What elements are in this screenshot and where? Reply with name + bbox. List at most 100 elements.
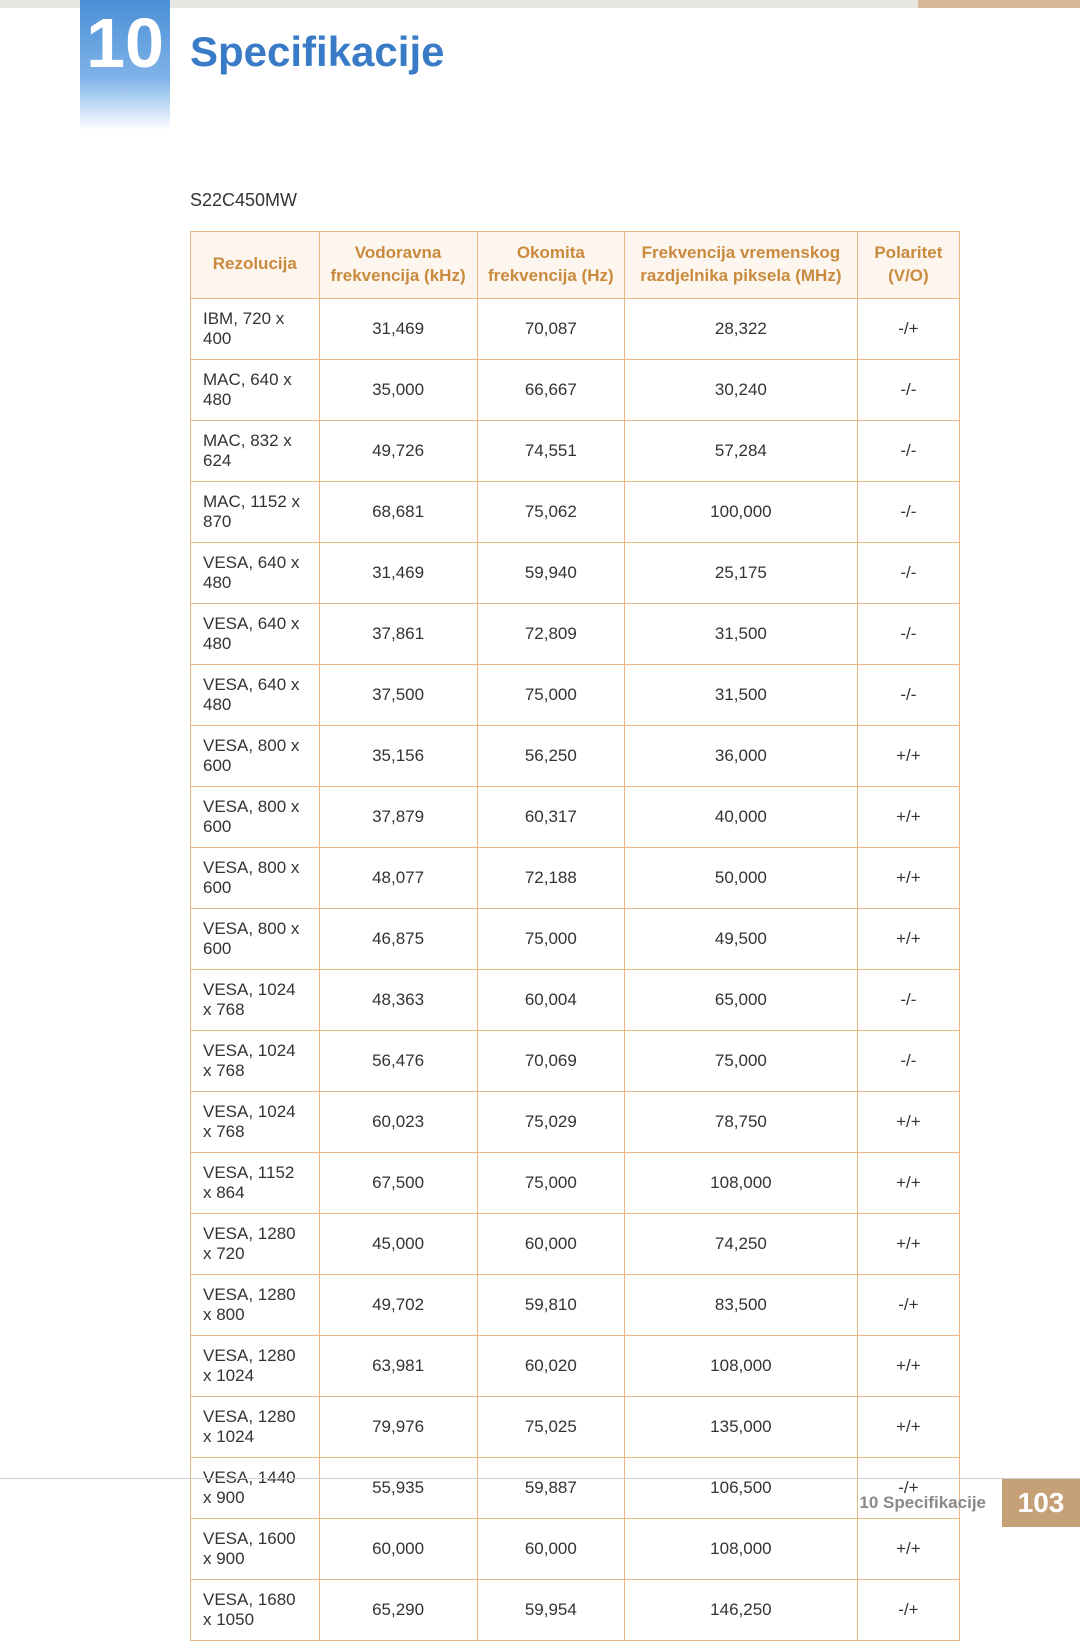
table-cell: 60,020 bbox=[477, 1335, 624, 1396]
table-cell: 37,879 bbox=[319, 786, 477, 847]
table-cell: 60,000 bbox=[319, 1518, 477, 1579]
table-cell: VESA, 640 x 480 bbox=[191, 603, 320, 664]
table-cell: 75,000 bbox=[477, 664, 624, 725]
table-cell: VESA, 800 x 600 bbox=[191, 786, 320, 847]
chapter-number: 10 bbox=[86, 8, 164, 78]
col-resolution: Rezolucija bbox=[191, 232, 320, 299]
table-cell: 59,810 bbox=[477, 1274, 624, 1335]
table-row: VESA, 1280 x 102479,97675,025135,000+/+ bbox=[191, 1396, 960, 1457]
table-row: VESA, 1024 x 76856,47670,06975,000-/- bbox=[191, 1030, 960, 1091]
table-cell: +/+ bbox=[857, 1518, 959, 1579]
table-cell: -/+ bbox=[857, 298, 959, 359]
table-cell: +/+ bbox=[857, 847, 959, 908]
table-cell: 108,000 bbox=[625, 1152, 858, 1213]
table-cell: -/- bbox=[857, 603, 959, 664]
table-cell: 66,667 bbox=[477, 359, 624, 420]
table-cell: +/+ bbox=[857, 786, 959, 847]
table-cell: 56,250 bbox=[477, 725, 624, 786]
table-cell: -/- bbox=[857, 664, 959, 725]
table-cell: +/+ bbox=[857, 725, 959, 786]
table-row: VESA, 800 x 60048,07772,18850,000+/+ bbox=[191, 847, 960, 908]
table-cell: VESA, 800 x 600 bbox=[191, 847, 320, 908]
table-cell: +/+ bbox=[857, 1335, 959, 1396]
table-cell: VESA, 1280 x 1024 bbox=[191, 1396, 320, 1457]
table-cell: -/- bbox=[857, 542, 959, 603]
table-cell: 67,500 bbox=[319, 1152, 477, 1213]
table-row: MAC, 1152 x 87068,68175,062100,000-/- bbox=[191, 481, 960, 542]
table-cell: 63,981 bbox=[319, 1335, 477, 1396]
content-area: S22C450MW Rezolucija Vodoravna frekvenci… bbox=[190, 190, 960, 1641]
table-cell: 60,000 bbox=[477, 1518, 624, 1579]
table-cell: MAC, 1152 x 870 bbox=[191, 481, 320, 542]
table-cell: -/- bbox=[857, 481, 959, 542]
table-cell: 37,500 bbox=[319, 664, 477, 725]
table-cell: 31,469 bbox=[319, 542, 477, 603]
table-cell: 72,809 bbox=[477, 603, 624, 664]
table-cell: 45,000 bbox=[319, 1213, 477, 1274]
table-cell: 28,322 bbox=[625, 298, 858, 359]
table-cell: 70,069 bbox=[477, 1030, 624, 1091]
table-cell: 37,861 bbox=[319, 603, 477, 664]
table-row: VESA, 800 x 60046,87575,00049,500+/+ bbox=[191, 908, 960, 969]
table-cell: 57,284 bbox=[625, 420, 858, 481]
table-row: VESA, 800 x 60037,87960,31740,000+/+ bbox=[191, 786, 960, 847]
footer-title: 10 Specifikacije bbox=[0, 1479, 1002, 1527]
table-cell: 108,000 bbox=[625, 1518, 858, 1579]
table-cell: 35,000 bbox=[319, 359, 477, 420]
table-cell: 31,469 bbox=[319, 298, 477, 359]
table-row: VESA, 1600 x 90060,00060,000108,000+/+ bbox=[191, 1518, 960, 1579]
table-cell: VESA, 800 x 600 bbox=[191, 725, 320, 786]
table-cell: 50,000 bbox=[625, 847, 858, 908]
table-cell: VESA, 1600 x 900 bbox=[191, 1518, 320, 1579]
spec-table: Rezolucija Vodoravna frekvencija (kHz) O… bbox=[190, 231, 960, 1641]
table-cell: 49,500 bbox=[625, 908, 858, 969]
table-cell: 25,175 bbox=[625, 542, 858, 603]
table-cell: 68,681 bbox=[319, 481, 477, 542]
table-cell: 74,250 bbox=[625, 1213, 858, 1274]
table-cell: VESA, 1280 x 1024 bbox=[191, 1335, 320, 1396]
table-cell: 75,000 bbox=[477, 1152, 624, 1213]
table-cell: 46,875 bbox=[319, 908, 477, 969]
table-cell: 31,500 bbox=[625, 664, 858, 725]
chapter-badge: 10 bbox=[80, 0, 170, 130]
table-cell: -/- bbox=[857, 420, 959, 481]
table-cell: VESA, 800 x 600 bbox=[191, 908, 320, 969]
col-polarity: Polaritet (V/O) bbox=[857, 232, 959, 299]
table-row: VESA, 1280 x 72045,00060,00074,250+/+ bbox=[191, 1213, 960, 1274]
table-row: MAC, 640 x 48035,00066,66730,240-/- bbox=[191, 359, 960, 420]
table-cell: 49,702 bbox=[319, 1274, 477, 1335]
table-cell: +/+ bbox=[857, 1152, 959, 1213]
table-cell: 78,750 bbox=[625, 1091, 858, 1152]
table-cell: 75,025 bbox=[477, 1396, 624, 1457]
table-row: VESA, 1280 x 102463,98160,020108,000+/+ bbox=[191, 1335, 960, 1396]
footer: 10 Specifikacije 103 bbox=[0, 1479, 1080, 1527]
table-header-row: Rezolucija Vodoravna frekvencija (kHz) O… bbox=[191, 232, 960, 299]
table-cell: +/+ bbox=[857, 1213, 959, 1274]
table-cell: 74,551 bbox=[477, 420, 624, 481]
table-cell: IBM, 720 x 400 bbox=[191, 298, 320, 359]
table-cell: MAC, 832 x 624 bbox=[191, 420, 320, 481]
table-cell: 56,476 bbox=[319, 1030, 477, 1091]
table-cell: 72,188 bbox=[477, 847, 624, 908]
table-row: VESA, 640 x 48031,46959,94025,175-/- bbox=[191, 542, 960, 603]
table-row: IBM, 720 x 40031,46970,08728,322-/+ bbox=[191, 298, 960, 359]
table-row: VESA, 640 x 48037,86172,80931,500-/- bbox=[191, 603, 960, 664]
table-cell: 100,000 bbox=[625, 481, 858, 542]
table-row: MAC, 832 x 62449,72674,55157,284-/- bbox=[191, 420, 960, 481]
table-row: VESA, 800 x 60035,15656,25036,000+/+ bbox=[191, 725, 960, 786]
table-cell: 65,000 bbox=[625, 969, 858, 1030]
model-label: S22C450MW bbox=[190, 190, 960, 211]
col-pixelclock: Frekvencija vremenskog razdjelnika pikse… bbox=[625, 232, 858, 299]
table-cell: VESA, 1024 x 768 bbox=[191, 1030, 320, 1091]
table-cell: 36,000 bbox=[625, 725, 858, 786]
table-cell: 60,004 bbox=[477, 969, 624, 1030]
table-cell: +/+ bbox=[857, 1396, 959, 1457]
table-row: VESA, 1024 x 76848,36360,00465,000-/- bbox=[191, 969, 960, 1030]
table-cell: +/+ bbox=[857, 1091, 959, 1152]
table-cell: 108,000 bbox=[625, 1335, 858, 1396]
table-cell: VESA, 640 x 480 bbox=[191, 664, 320, 725]
table-cell: 135,000 bbox=[625, 1396, 858, 1457]
table-cell: 49,726 bbox=[319, 420, 477, 481]
table-cell: VESA, 1280 x 720 bbox=[191, 1213, 320, 1274]
table-cell: 75,029 bbox=[477, 1091, 624, 1152]
